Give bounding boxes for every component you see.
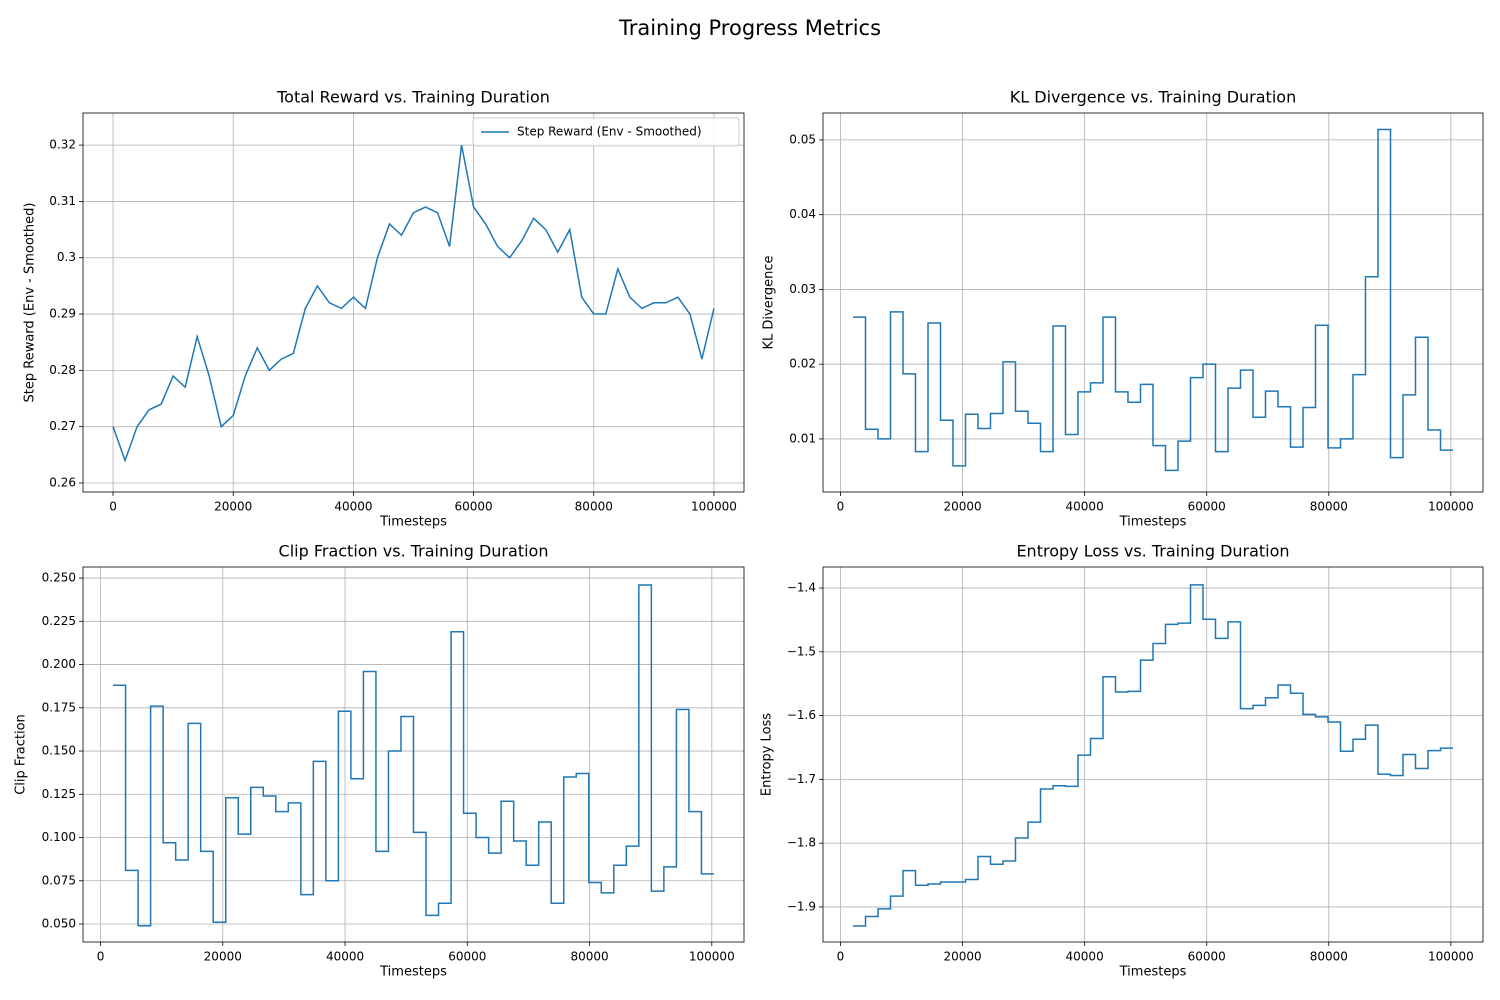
x-tick-label: 100000: [691, 500, 737, 514]
x-tick-label: 80000: [575, 500, 613, 514]
subplot: Clip Fraction vs. Training Duration Times…: [14, 542, 745, 980]
subplot-title: Clip Fraction vs. Training Duration: [279, 542, 549, 561]
y-tick-label: 0.075: [42, 873, 76, 887]
y-tick-label: 0.01: [789, 431, 816, 445]
x-tick-label: 100000: [689, 950, 735, 964]
y-tick-label: 0.32: [49, 138, 76, 152]
y-tick-label: 0.03: [789, 282, 816, 296]
x-tick-label: 100000: [1428, 950, 1474, 964]
x-tick-label: 20000: [204, 950, 242, 964]
y-tick-label: 0.05: [789, 132, 816, 146]
x-tick-label: 80000: [1310, 950, 1348, 964]
x-tick-label: 100000: [1428, 500, 1474, 514]
x-tick-label: 40000: [1066, 950, 1104, 964]
x-tick-label: 60000: [454, 500, 492, 514]
x-tick-label: 20000: [943, 500, 981, 514]
x-tick-label: 80000: [1310, 500, 1348, 514]
subplot: KL Divergence vs. Training Duration Times…: [762, 88, 1484, 530]
x-axis-label: Timesteps: [379, 515, 447, 530]
x-tick-label: 80000: [570, 950, 608, 964]
x-tick-label: 0: [109, 500, 117, 514]
subplot-title: KL Divergence vs. Training Duration: [1010, 88, 1296, 107]
legend-box: [472, 117, 740, 147]
y-tick-label: 0.28: [49, 363, 76, 377]
plot-frame: [82, 112, 745, 493]
y-tick-label: 0.3: [57, 250, 76, 264]
y-tick-label: 0.100: [42, 830, 76, 844]
y-tick-label: 0.31: [49, 194, 76, 208]
plot-frame: [822, 112, 1484, 493]
plot-frame: [822, 566, 1484, 943]
y-axis-label: KL Divergence: [762, 256, 777, 350]
x-tick-label: 20000: [943, 950, 981, 964]
x-tick-label: 60000: [448, 950, 486, 964]
plot-frame: [82, 566, 745, 943]
y-tick-label: 0.050: [42, 917, 76, 931]
y-tick-label: 0.27: [49, 419, 76, 433]
y-tick-label: 0.200: [42, 657, 76, 671]
y-tick-label: 0.175: [42, 700, 76, 714]
y-tick-label: 0.29: [49, 307, 76, 321]
x-axis-label: Timesteps: [1119, 515, 1187, 530]
y-axis-label: Step Reward (Env - Smoothed): [23, 203, 38, 403]
y-tick-label: −1.9: [787, 899, 816, 913]
y-tick-label: −1.7: [787, 772, 816, 786]
data-line: [852, 584, 1453, 927]
legend-label: Step Reward (Env - Smoothed): [517, 125, 702, 139]
x-tick-label: 0: [837, 950, 845, 964]
y-tick-label: −1.6: [787, 708, 816, 722]
data-line: [113, 584, 714, 927]
x-axis-label: Timesteps: [1119, 965, 1187, 980]
x-tick-label: 40000: [1066, 500, 1104, 514]
y-tick-label: 0.125: [42, 787, 76, 801]
y-tick-label: 0.04: [789, 207, 816, 221]
y-tick-label: 0.26: [49, 475, 76, 489]
figure-title: Training Progress Metrics: [618, 16, 881, 40]
x-tick-label: 60000: [1188, 500, 1226, 514]
y-tick-label: −1.8: [787, 836, 816, 850]
x-tick-label: 60000: [1188, 950, 1226, 964]
y-tick-label: 0.225: [42, 614, 76, 628]
subplot-title: Total Reward vs. Training Duration: [276, 88, 550, 107]
y-tick-label: −1.4: [787, 581, 816, 595]
y-tick-label: −1.5: [787, 644, 816, 658]
y-tick-label: 0.02: [789, 357, 816, 371]
data-line: [852, 128, 1453, 472]
x-tick-label: 40000: [334, 500, 372, 514]
y-tick-label: 0.250: [42, 571, 76, 585]
x-tick-label: 20000: [214, 500, 252, 514]
x-tick-label: 0: [97, 950, 105, 964]
x-tick-label: 40000: [326, 950, 364, 964]
x-tick-label: 0: [837, 500, 845, 514]
subplot-title: Entropy Loss vs. Training Duration: [1016, 542, 1289, 561]
y-axis-label: Clip Fraction: [14, 714, 29, 795]
data-line: [112, 144, 715, 463]
y-tick-label: 0.150: [42, 744, 76, 758]
subplot: Entropy Loss vs. Training Duration Timest…: [760, 542, 1484, 980]
subplot: Total Reward vs. Training Duration Timest…: [23, 88, 745, 530]
y-axis-label: Entropy Loss: [760, 713, 775, 796]
x-axis-label: Timesteps: [379, 965, 447, 980]
